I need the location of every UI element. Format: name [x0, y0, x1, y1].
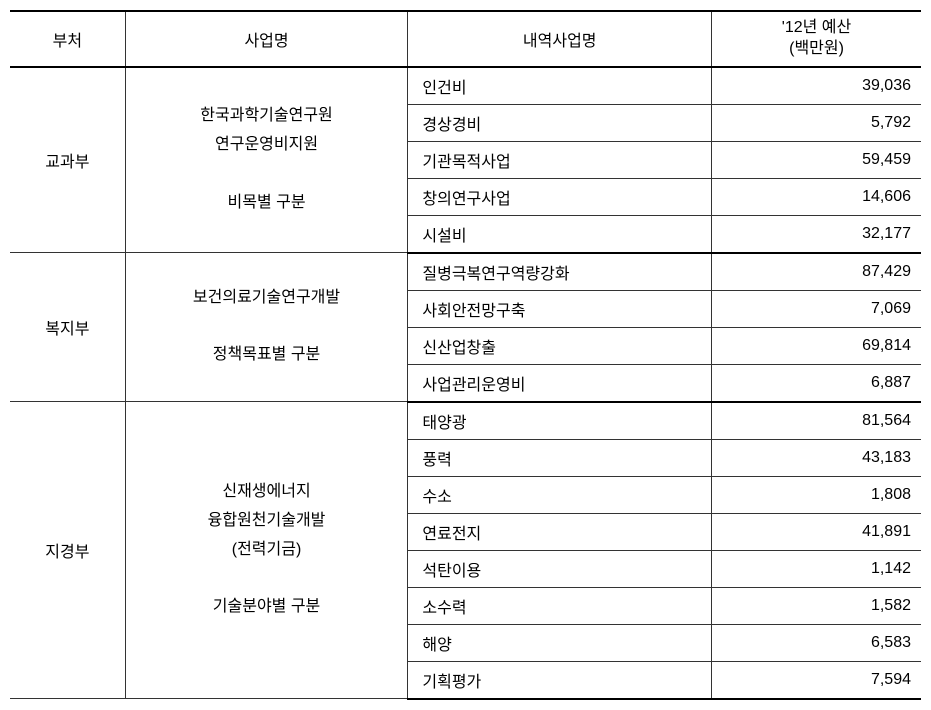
header-row: 부처 사업명 내역사업명 '12년 예산 (백만원): [10, 11, 921, 67]
table-row: 교과부 한국과학기술연구원 연구운영비지원 비목별 구분 인건비 39,036: [10, 67, 921, 105]
detail-cell: 신산업창출: [408, 327, 712, 364]
detail-cell: 시설비: [408, 215, 712, 253]
detail-cell: 해양: [408, 624, 712, 661]
budget-cell: 6,583: [712, 624, 921, 661]
header-budget: '12년 예산 (백만원): [712, 11, 921, 67]
dept-cell: 복지부: [10, 253, 125, 402]
project-line: (전력기금): [136, 536, 398, 565]
budget-cell: 7,069: [712, 290, 921, 327]
detail-cell: 풍력: [408, 439, 712, 476]
header-detail: 내역사업명: [408, 11, 712, 67]
project-cell: 한국과학기술연구원 연구운영비지원 비목별 구분: [125, 67, 408, 253]
header-dept: 부처: [10, 11, 125, 67]
detail-cell: 인건비: [408, 67, 712, 105]
dept-cell: 교과부: [10, 67, 125, 253]
detail-cell: 창의연구사업: [408, 178, 712, 215]
project-line: 융합원천기술개발: [136, 507, 398, 536]
budget-cell: 5,792: [712, 104, 921, 141]
header-budget-line1: '12년 예산: [722, 18, 911, 39]
detail-cell: 질병극복연구역량강화: [408, 253, 712, 291]
budget-cell: 69,814: [712, 327, 921, 364]
project-line: 연구운영비지원: [136, 131, 398, 160]
budget-cell: 1,582: [712, 587, 921, 624]
budget-cell: 1,142: [712, 550, 921, 587]
budget-cell: 39,036: [712, 67, 921, 105]
project-line: 보건의료기술연구개발: [136, 284, 398, 313]
budget-cell: 43,183: [712, 439, 921, 476]
budget-cell: 1,808: [712, 476, 921, 513]
detail-cell: 경상경비: [408, 104, 712, 141]
project-line: 기술분야별 구분: [136, 593, 398, 622]
budget-cell: 7,594: [712, 661, 921, 699]
detail-cell: 태양광: [408, 402, 712, 440]
budget-cell: 41,891: [712, 513, 921, 550]
budget-cell: 14,606: [712, 178, 921, 215]
detail-cell: 기관목적사업: [408, 141, 712, 178]
table-row: 복지부 보건의료기술연구개발 정책목표별 구분 질병극복연구역량강화 87,42…: [10, 253, 921, 291]
header-project: 사업명: [125, 11, 408, 67]
detail-cell: 소수력: [408, 587, 712, 624]
detail-cell: 기획평가: [408, 661, 712, 699]
detail-cell: 수소: [408, 476, 712, 513]
detail-cell: 사회안전망구축: [408, 290, 712, 327]
project-cell: 보건의료기술연구개발 정책목표별 구분: [125, 253, 408, 402]
detail-cell: 연료전지: [408, 513, 712, 550]
table-row: 지경부 신재생에너지 융합원천기술개발 (전력기금) 기술분야별 구분 태양광 …: [10, 402, 921, 440]
table-body: 교과부 한국과학기술연구원 연구운영비지원 비목별 구분 인건비 39,036 …: [10, 67, 921, 699]
detail-cell: 석탄이용: [408, 550, 712, 587]
budget-cell: 59,459: [712, 141, 921, 178]
project-line: 비목별 구분: [136, 189, 398, 218]
project-line: 신재생에너지: [136, 478, 398, 507]
project-line: 정책목표별 구분: [136, 341, 398, 370]
budget-cell: 87,429: [712, 253, 921, 291]
budget-cell: 32,177: [712, 215, 921, 253]
project-cell: 신재생에너지 융합원천기술개발 (전력기금) 기술분야별 구분: [125, 402, 408, 699]
dept-cell: 지경부: [10, 402, 125, 699]
budget-table: 부처 사업명 내역사업명 '12년 예산 (백만원) 교과부 한국과학기술연구원…: [10, 10, 921, 700]
budget-cell: 81,564: [712, 402, 921, 440]
header-budget-line2: (백만원): [722, 39, 911, 60]
project-line: 한국과학기술연구원: [136, 102, 398, 131]
detail-cell: 사업관리운영비: [408, 364, 712, 402]
budget-cell: 6,887: [712, 364, 921, 402]
